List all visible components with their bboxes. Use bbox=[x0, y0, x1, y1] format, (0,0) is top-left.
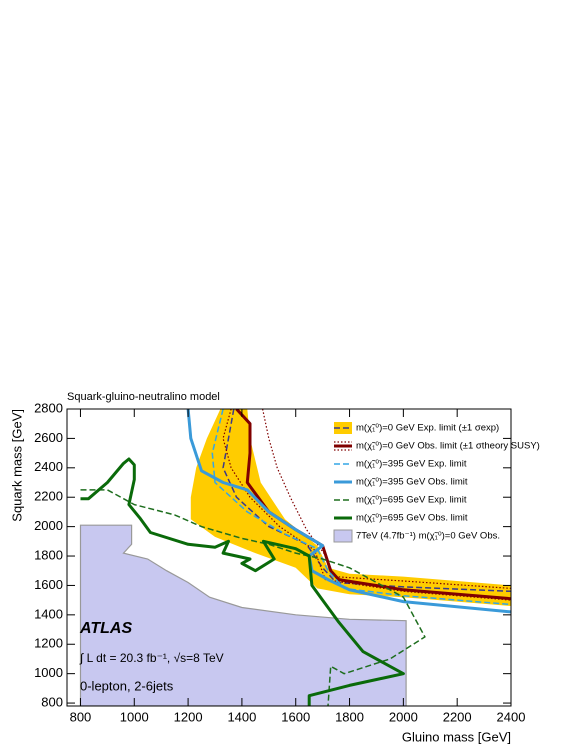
legend-label: m(χ̃₁⁰)=0 GeV Exp. limit (±1 σexp) bbox=[356, 423, 499, 434]
x-tick-label: 800 bbox=[70, 709, 92, 724]
x-tick-label: 1000 bbox=[120, 709, 149, 724]
legend-label: m(χ̃₁⁰)=395 GeV Obs. limit bbox=[356, 477, 468, 488]
legend-label: m(χ̃₁⁰)=395 GeV Exp. limit bbox=[356, 459, 467, 470]
y-axis-label: Squark mass [GeV] bbox=[9, 409, 24, 522]
axes: 800 1000 1200 1400 1600 1800 2000 2200 2400 800 10… bbox=[34, 400, 540, 724]
legend-label: m(χ̃₁⁰)=695 GeV Exp. limit bbox=[356, 495, 467, 506]
limit-line bbox=[211, 409, 511, 606]
x-tick-label: 2200 bbox=[443, 709, 472, 724]
legend-swatch bbox=[333, 529, 353, 543]
limit-line bbox=[186, 409, 511, 614]
x-tick-label: 2000 bbox=[389, 709, 418, 724]
plot-area bbox=[79, 409, 511, 706]
legend-label: m(χ̃₁⁰)=0 GeV Obs. limit (±1 σtheory SUS… bbox=[356, 441, 540, 452]
limit-line bbox=[80, 489, 426, 706]
limit-line bbox=[80, 457, 405, 706]
y-tick-label: 1200 bbox=[34, 636, 63, 651]
y-tick-label: 2200 bbox=[34, 489, 63, 504]
y-tick-label: 2600 bbox=[34, 430, 63, 445]
chart-title: Squark-gluino-neutralino model bbox=[67, 391, 220, 403]
legend-label: m(χ̃₁⁰)=695 GeV Obs. limit bbox=[356, 513, 468, 524]
plot-frame bbox=[66, 408, 512, 707]
y-tick-label: 2400 bbox=[34, 459, 63, 474]
x-tick-label: 1800 bbox=[335, 709, 364, 724]
luminosity-label: ∫ L dt = 20.3 fb⁻¹, √s=8 TeV bbox=[79, 651, 224, 665]
legend-label: 7TeV (4.7fb⁻¹) m(χ̃₁⁰)=0 GeV Obs. bbox=[356, 531, 500, 542]
y-tick-label: 800 bbox=[41, 694, 63, 709]
y-tick-label: 2000 bbox=[34, 518, 63, 533]
x-axis-label: Gluino mass [GeV] bbox=[402, 729, 511, 744]
uncertainty-band bbox=[190, 409, 511, 606]
y-tick-label: 2800 bbox=[34, 400, 63, 415]
excluded-region bbox=[79, 524, 407, 706]
x-tick-label: 1200 bbox=[174, 709, 203, 724]
x-tick-label: 1600 bbox=[281, 709, 310, 724]
x-tick-label: 2400 bbox=[497, 709, 526, 724]
experiment-label: ATLAS bbox=[79, 620, 132, 637]
y-tick-label: 1000 bbox=[34, 665, 63, 680]
theory-line bbox=[222, 409, 511, 601]
y-tick-label: 1400 bbox=[34, 606, 63, 621]
x-tick-label: 1400 bbox=[227, 709, 256, 724]
y-tick-label: 1600 bbox=[34, 577, 63, 592]
y-tick-label: 1800 bbox=[34, 547, 63, 562]
selection-label: 0-lepton, 2-6jets bbox=[80, 678, 174, 693]
